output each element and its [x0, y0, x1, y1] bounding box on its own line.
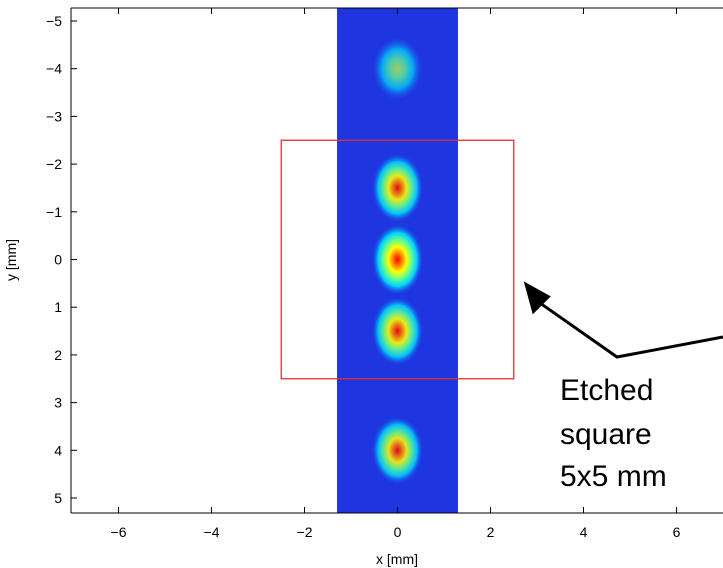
x-tick-label: −4 [204, 524, 220, 540]
x-tick-label: −6 [111, 524, 127, 540]
y-tick-label: 3 [54, 395, 62, 411]
intensity-spot [371, 153, 424, 223]
y-tick-label: −5 [46, 13, 62, 29]
y-tick-label: 1 [54, 299, 62, 315]
x-tick-label: 0 [394, 524, 402, 540]
y-tick-label: −4 [46, 61, 62, 77]
annotation-arrow-line [536, 300, 723, 359]
y-tick-label: 5 [54, 490, 62, 506]
y-tick-label: 2 [54, 347, 62, 363]
x-tick-label: 4 [580, 524, 588, 540]
y-axis-label: y [mm] [3, 239, 19, 281]
x-axis-ticks: −6 −4 −2 0 2 4 6 [111, 8, 681, 540]
annotation-line-2: square [560, 418, 652, 451]
y-tick-label: 0 [54, 252, 62, 268]
annotation-text-background [552, 367, 723, 495]
etched-square-outline [280, 139, 515, 380]
annotation-line-3: 5x5 mm [560, 460, 667, 493]
y-tick-label: −2 [46, 156, 62, 172]
intensity-spot [371, 35, 424, 102]
intensity-spot [371, 223, 424, 296]
y-axis-ticks: −5 −4 −3 −2 −1 0 1 2 3 4 5 [46, 13, 77, 506]
y-tick-label: −1 [46, 204, 62, 220]
x-tick-label: 2 [487, 524, 495, 540]
y-tick-label: −3 [46, 108, 62, 124]
plot-area [71, 8, 723, 513]
annotation-arrow-head [523, 281, 551, 315]
intensity-spot [371, 296, 424, 366]
intensity-spot [371, 415, 424, 485]
spots-layer [371, 35, 424, 485]
x-tick-label: 6 [673, 524, 681, 540]
annotation: Etched square 5x5 mm [523, 281, 723, 495]
annotation-line-1: Etched [560, 374, 653, 407]
y-tick-label: 4 [54, 442, 62, 458]
x-tick-label: −2 [297, 524, 313, 540]
x-axis-label: x [mm] [376, 551, 418, 567]
